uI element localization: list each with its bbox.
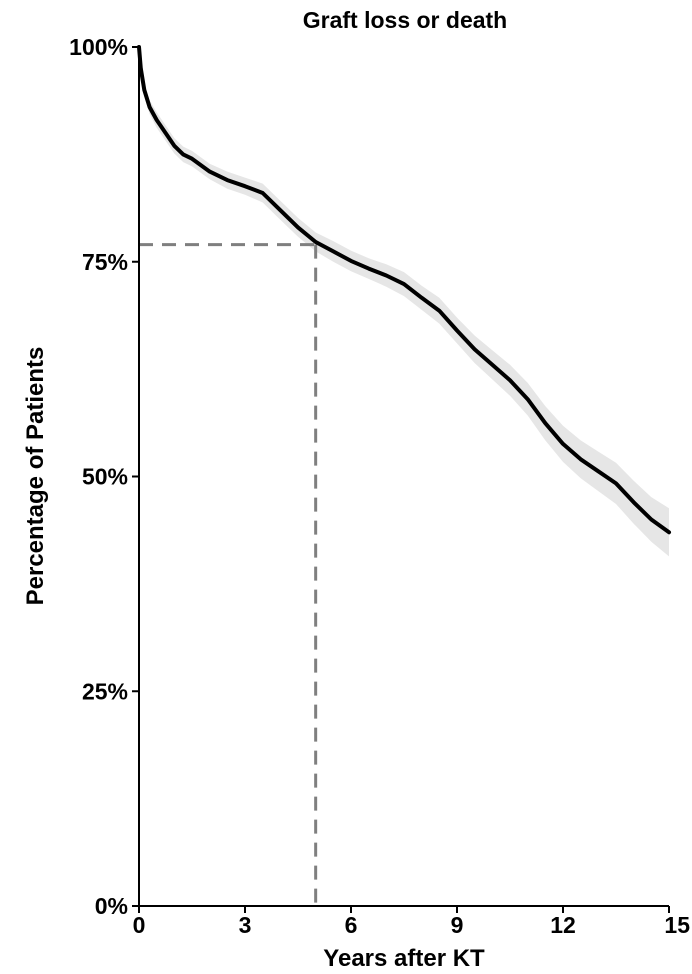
y-tick-label: 0% <box>95 893 128 919</box>
x-tick-label: 15 <box>664 912 690 938</box>
y-tick-label: 25% <box>82 678 128 704</box>
y-tick-label: 75% <box>82 249 128 275</box>
survival-curve <box>137 45 671 535</box>
y-axis-ticks: 0% 25% 50% 75% 100% <box>69 34 139 919</box>
y-tick-label: 50% <box>82 464 128 490</box>
y-axis-label: Percentage of Patients <box>22 347 49 606</box>
x-tick-label: 6 <box>345 912 358 938</box>
x-axis-label: Years after KT <box>323 945 485 972</box>
x-tick-label: 0 <box>133 912 146 938</box>
x-tick-label: 3 <box>239 912 252 938</box>
x-tick-label: 9 <box>451 912 464 938</box>
chart-title: Graft loss or death <box>303 7 507 33</box>
x-axis-ticks: 0 3 6 9 12 15 <box>133 906 690 938</box>
plot-area <box>137 45 671 906</box>
confidence-band <box>139 47 669 557</box>
y-tick-label: 100% <box>69 34 128 60</box>
x-tick-label: 12 <box>550 912 576 938</box>
